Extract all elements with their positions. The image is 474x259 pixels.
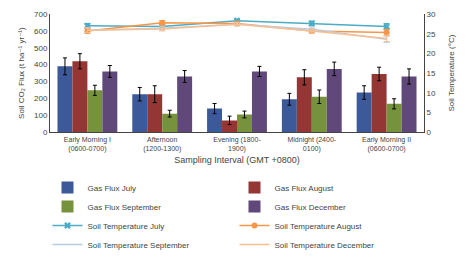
svg-text:400: 400 [34, 60, 48, 69]
svg-text:Gas Flux August: Gas Flux August [275, 184, 334, 193]
svg-text:100: 100 [34, 111, 48, 120]
svg-text:Midnight (2400-0100): Midnight (2400-0100) [287, 136, 336, 153]
svg-text:Soil CO₂ Flux (t ha⁻¹ yr⁻¹): Soil CO₂ Flux (t ha⁻¹ yr⁻¹) [17, 27, 26, 119]
svg-text:Early Morning II(0600-0700): Early Morning II(0600-0700) [362, 136, 411, 153]
svg-text:Soil Temperature September: Soil Temperature September [88, 241, 190, 250]
svg-text:Soil Temperature August: Soil Temperature August [275, 222, 363, 231]
svg-text:200: 200 [34, 94, 48, 103]
svg-text:10: 10 [427, 89, 436, 98]
svg-text:Soil Temperature July: Soil Temperature July [88, 222, 165, 231]
svg-text:30: 30 [427, 10, 436, 19]
svg-text:500: 500 [34, 44, 48, 53]
svg-text:15: 15 [427, 69, 436, 78]
svg-text:700: 700 [34, 10, 48, 19]
svg-text:Gas Flux July: Gas Flux July [88, 184, 136, 193]
svg-text:600: 600 [34, 27, 48, 36]
svg-text:Soil Temperature (°C): Soil Temperature (°C) [447, 34, 456, 111]
svg-text:Gas Flux September: Gas Flux September [88, 203, 162, 212]
svg-text:Afternoon(1200-1300): Afternoon(1200-1300) [143, 136, 181, 153]
svg-text:Early Morning I(0600-0700): Early Morning I(0600-0700) [64, 136, 111, 153]
svg-text:Soil Temperature December: Soil Temperature December [275, 241, 375, 250]
svg-text:Gas Flux December: Gas Flux December [275, 203, 346, 212]
svg-text:Evening (1800-1900): Evening (1800-1900) [213, 136, 261, 153]
svg-text:0: 0 [43, 128, 48, 137]
svg-text:0: 0 [427, 128, 432, 137]
svg-text:300: 300 [34, 77, 48, 86]
svg-text:5: 5 [427, 108, 432, 117]
svg-text:20: 20 [427, 49, 436, 58]
svg-text:25: 25 [427, 30, 436, 39]
svg-text:Sampling Interval (GMT +0800): Sampling Interval (GMT +0800) [174, 155, 300, 165]
